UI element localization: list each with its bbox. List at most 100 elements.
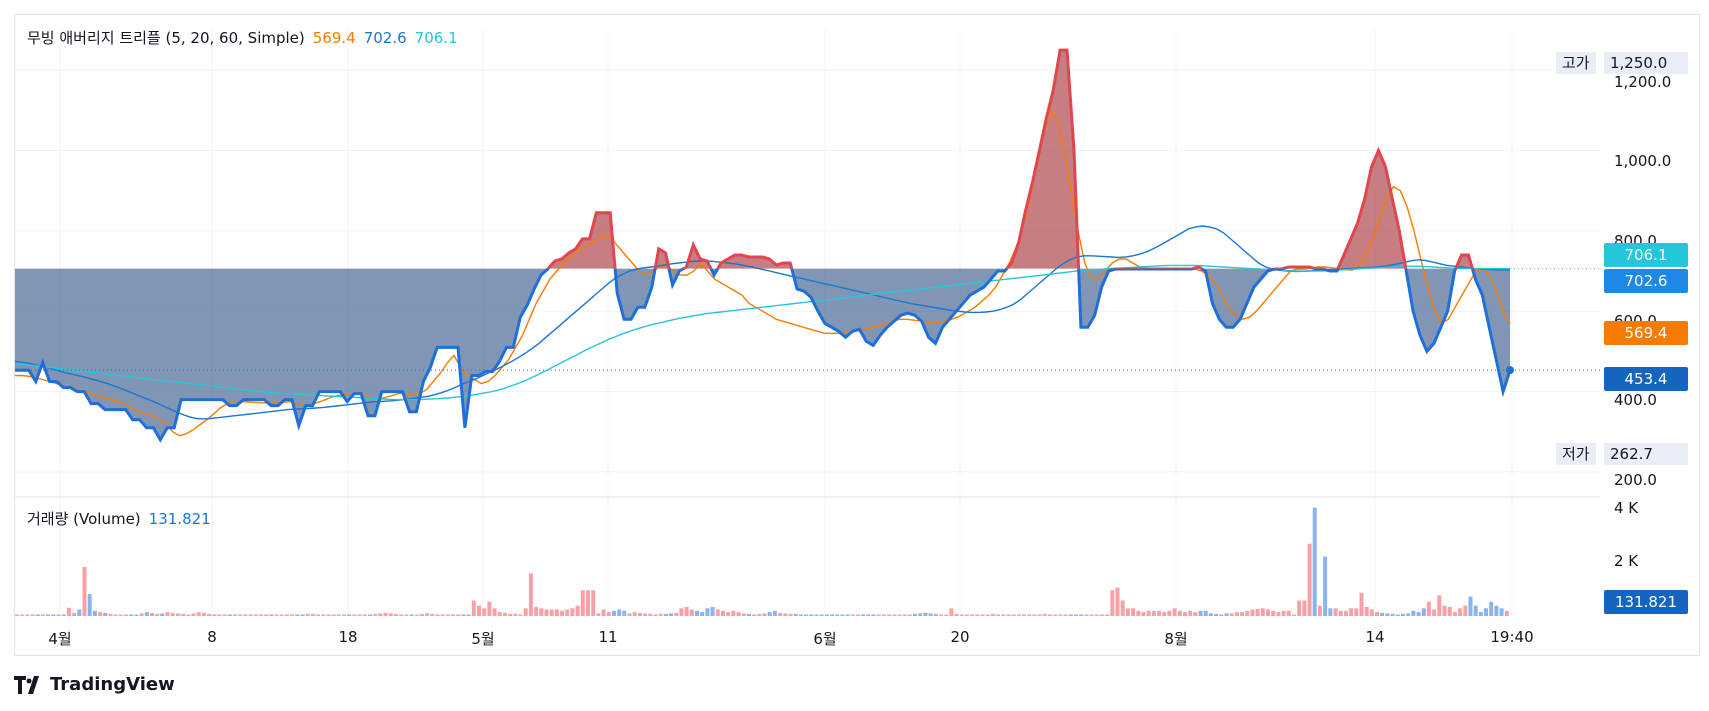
volume-bars: [15, 507, 1509, 616]
volume-bar: [689, 609, 694, 616]
volume-bar: [513, 613, 518, 616]
volume-bar: [1390, 613, 1395, 616]
volume-bar: [746, 613, 751, 616]
indicator-legend[interactable]: 무빙 애버리지 트리플 (5, 20, 60, Simple) 569.4 702.…: [27, 27, 466, 48]
volume-bar: [850, 614, 855, 616]
volume-bar: [134, 614, 139, 616]
volume-bar: [1245, 610, 1250, 616]
volume-bar: [508, 613, 513, 616]
volume-bar: [674, 612, 679, 616]
volume-bar: [653, 614, 658, 616]
volume-bar: [814, 614, 819, 616]
volume-bar: [570, 608, 575, 616]
volume-bar: [824, 614, 829, 616]
volume-bar: [466, 614, 471, 616]
x-tick: 18: [338, 628, 358, 646]
volume-bar: [196, 612, 201, 616]
volume-bar: [1437, 595, 1442, 616]
volume-bar: [217, 614, 222, 616]
tradingview-logo[interactable]: TradingView: [14, 674, 175, 695]
volume-bar: [1084, 614, 1089, 616]
volume-bar: [1141, 612, 1146, 616]
volume-bar: [1188, 610, 1193, 616]
volume-bar: [918, 613, 923, 616]
volume-bar: [913, 613, 917, 616]
reference-lines: [15, 268, 1602, 371]
volume-bar: [1463, 605, 1468, 616]
volume-bar: [1302, 600, 1307, 616]
volume-bar: [342, 614, 346, 616]
volume-bar: [207, 613, 212, 616]
volume-bar: [798, 614, 803, 616]
high-tag-label: 고가: [1556, 52, 1596, 74]
volume-bar: [212, 614, 217, 616]
volume-bar: [658, 613, 663, 616]
low-tag-label: 저가: [1556, 443, 1596, 465]
volume-bar: [996, 614, 1001, 616]
volume-bar: [752, 614, 757, 616]
moving-averages: [14, 108, 1511, 437]
high-tag-value: 1,250.0: [1604, 52, 1688, 74]
volume-bar: [388, 613, 393, 616]
volume-bar: [523, 608, 528, 616]
volume-bar: [643, 613, 648, 616]
volume-bar: [928, 613, 933, 616]
volume-bar: [601, 609, 606, 616]
volume-bar: [772, 610, 777, 616]
y-tick: 1,000.0: [1614, 152, 1672, 170]
volume-bar: [549, 609, 554, 616]
volume-bar: [1411, 610, 1416, 616]
volume-bar: [695, 610, 699, 616]
volume-bar: [1369, 609, 1374, 616]
volume-bar: [425, 613, 430, 616]
volume-bar: [1089, 614, 1094, 616]
volume-bar: [1333, 608, 1338, 616]
volume-bar: [1375, 612, 1379, 616]
volume-bar: [409, 614, 414, 616]
volume-bar: [580, 590, 585, 616]
volume-bar: [933, 613, 938, 616]
volume-bar: [1157, 610, 1161, 616]
volume-bar: [393, 613, 398, 616]
volume-bar: [980, 614, 985, 616]
volume-bar: [482, 608, 487, 616]
volume-bar: [414, 614, 419, 616]
volume-bar: [87, 594, 92, 616]
volume-bar: [41, 614, 45, 616]
volume-bar: [1058, 614, 1063, 616]
volume-bar: [243, 614, 248, 616]
volume-bar: [679, 608, 684, 616]
volume-bar: [160, 613, 165, 616]
volume-bar: [1006, 614, 1011, 616]
volume-bar: [954, 613, 959, 616]
volume-bar: [1349, 608, 1354, 616]
volume-bar: [964, 614, 969, 616]
volume-bar: [56, 614, 61, 616]
volume-bar: [1198, 610, 1203, 616]
volume-bar: [503, 612, 507, 616]
volume-bar: [72, 612, 77, 616]
volume-bar: [368, 614, 372, 616]
ma60-price-label: 706.1: [1604, 243, 1688, 267]
volume-bar: [1183, 612, 1187, 616]
volume-bar: [1208, 613, 1213, 616]
volume-bar: [881, 614, 886, 616]
volume-bar: [1343, 610, 1348, 616]
low-tag-value: 262.7: [1604, 443, 1688, 465]
volume-bar: [970, 614, 975, 616]
volume-bar: [175, 613, 180, 616]
volume-bar: [1447, 607, 1452, 616]
volume-bar: [855, 614, 860, 616]
volume-bar: [944, 614, 949, 616]
ma20-price-label: 702.6: [1604, 269, 1688, 293]
volume-bar: [191, 613, 196, 616]
volume-bar: [362, 614, 367, 616]
volume-bar: [305, 613, 310, 616]
volume-bar: [492, 608, 497, 616]
volume-bar: [129, 614, 134, 616]
volume-legend[interactable]: 거래량 (Volume) 131.821: [27, 508, 219, 529]
grid-lines: [15, 30, 1600, 616]
volume-bar: [1234, 612, 1239, 616]
volume-bar: [497, 612, 502, 616]
